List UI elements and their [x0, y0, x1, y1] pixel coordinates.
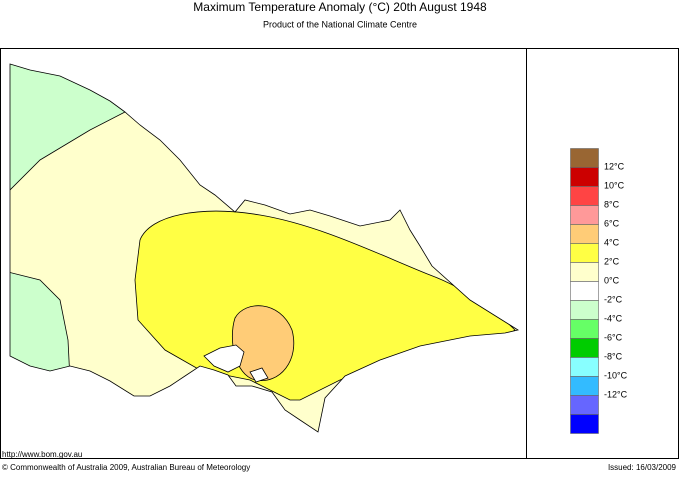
western-port [249, 367, 269, 383]
legend-swatch [570, 148, 599, 168]
footer-url: http://www.bom.gov.au [2, 450, 82, 459]
legend-swatch [570, 357, 599, 377]
legend-swatch [570, 395, 599, 415]
footer-issued: Issued: 16/03/2009 [608, 463, 677, 472]
legend-swatch [570, 281, 599, 301]
legend-label: -6°C [604, 332, 623, 342]
legend-label: 2°C [604, 256, 620, 266]
legend-label: 6°C [604, 218, 620, 228]
legend-swatch [570, 224, 599, 244]
legend-label: -12°C [604, 389, 628, 399]
map-title: Maximum Temperature Anomaly (°C) 20th Au… [193, 0, 487, 14]
legend-swatch [570, 414, 599, 434]
legend-swatch [570, 262, 599, 282]
port-phillip-bay [203, 344, 245, 373]
legend-swatch [570, 300, 599, 320]
legend-label: -8°C [604, 351, 623, 361]
legend-swatch [570, 338, 599, 358]
legend-label: -2°C [604, 294, 623, 304]
legend-label: -4°C [604, 313, 623, 323]
legend-swatch [570, 376, 599, 396]
frame [0, 48, 679, 459]
legend: 12°C 10°C 8°C 6°C 4°C 2°C 0°C -2°C -4°C -6°C -8°C -… [570, 148, 628, 434]
legend-swatch [570, 319, 599, 339]
region-minus2-0-south [10, 269, 71, 381]
map-regions [10, 64, 518, 432]
legend-label: -10°C [604, 370, 628, 380]
legend-label: 10°C [604, 180, 625, 190]
legend-label: 0°C [604, 275, 620, 285]
legend-label: 12°C [604, 161, 625, 171]
legend-label: 4°C [604, 237, 620, 247]
legend-swatch [570, 186, 599, 206]
legend-swatch [570, 167, 599, 187]
legend-swatch [570, 205, 599, 225]
footer-copyright: © Commonwealth of Australia 2009, Austra… [2, 463, 250, 472]
legend-swatch [570, 243, 599, 263]
legend-label: 8°C [604, 199, 620, 209]
map-subtitle: Product of the National Climate Centre [263, 19, 417, 29]
